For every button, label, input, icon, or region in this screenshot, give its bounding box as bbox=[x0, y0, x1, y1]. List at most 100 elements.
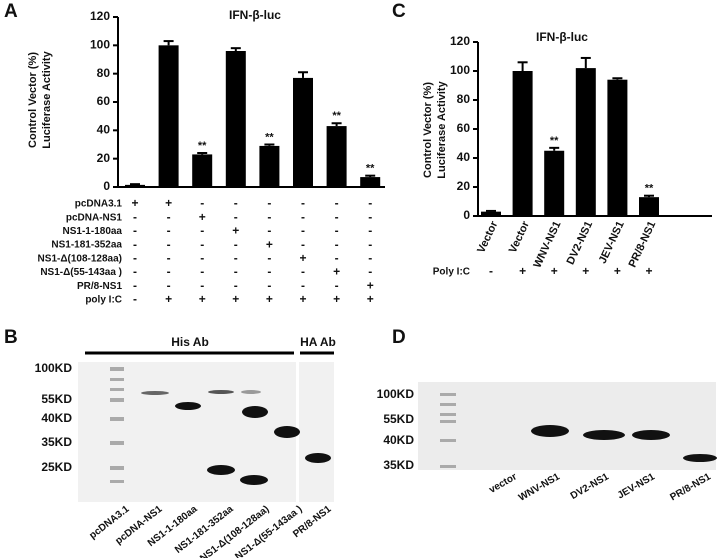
marker-label: 25KD bbox=[41, 460, 72, 474]
panel-label: B bbox=[4, 327, 18, 348]
x-tick-label: Vector bbox=[475, 219, 500, 255]
sign: - bbox=[301, 196, 305, 210]
sign: + bbox=[199, 210, 206, 224]
x-tick-label: JEV-NS1 bbox=[597, 219, 627, 265]
sign: - bbox=[167, 251, 171, 265]
sign: - bbox=[133, 210, 137, 224]
sign: - bbox=[167, 278, 171, 292]
sign: - bbox=[335, 278, 339, 292]
sign: + bbox=[232, 292, 239, 306]
significance: ** bbox=[265, 131, 274, 143]
antibody-label: His Ab bbox=[171, 335, 209, 349]
sign: + bbox=[519, 264, 526, 278]
sign: - bbox=[167, 237, 171, 251]
marker-label: 40KD bbox=[383, 433, 414, 447]
sign: - bbox=[267, 224, 271, 238]
y-tick-label: 40 bbox=[97, 123, 111, 137]
x-tick-label: WNV-NS1 bbox=[531, 219, 563, 270]
bar bbox=[639, 197, 659, 216]
marker-label: 35KD bbox=[41, 435, 72, 449]
bar bbox=[293, 77, 313, 187]
panel-label: C bbox=[392, 1, 406, 22]
sign: - bbox=[368, 251, 372, 265]
sign: - bbox=[234, 278, 238, 292]
y-axis-label: Luciferase Activity bbox=[41, 50, 53, 148]
bar bbox=[481, 211, 501, 216]
sign: - bbox=[301, 210, 305, 224]
y-tick-label: 80 bbox=[97, 66, 111, 80]
sign: - bbox=[335, 237, 339, 251]
sign: - bbox=[234, 196, 238, 210]
sign: - bbox=[301, 237, 305, 251]
sign: - bbox=[167, 224, 171, 238]
sign: - bbox=[167, 210, 171, 224]
sign: + bbox=[131, 196, 138, 210]
sign: + bbox=[165, 292, 172, 306]
sign: - bbox=[368, 210, 372, 224]
sign: - bbox=[234, 210, 238, 224]
y-tick-label: 20 bbox=[457, 179, 471, 193]
sign: - bbox=[133, 237, 137, 251]
sign: - bbox=[200, 278, 204, 292]
chart-title: IFN-β-luc bbox=[536, 30, 588, 44]
sign: - bbox=[301, 278, 305, 292]
marker-label: 55KD bbox=[383, 412, 414, 426]
lane-label: JEV-NS1 bbox=[616, 471, 658, 501]
row-label: poly I:C bbox=[85, 295, 122, 306]
sign: - bbox=[267, 196, 271, 210]
sign: - bbox=[301, 224, 305, 238]
sign: - bbox=[335, 224, 339, 238]
ladder bbox=[110, 367, 124, 483]
marker-label: 100KD bbox=[377, 387, 415, 401]
y-tick-label: 120 bbox=[450, 34, 470, 48]
sign: - bbox=[200, 196, 204, 210]
row-label: NS1-Δ(108-128aa) bbox=[38, 253, 122, 264]
row-label: Poly I:C bbox=[433, 267, 470, 278]
y-tick-label: 120 bbox=[90, 9, 110, 23]
bar bbox=[326, 126, 347, 187]
sign: - bbox=[200, 237, 204, 251]
sign: - bbox=[301, 265, 305, 279]
sign: + bbox=[266, 237, 273, 251]
lane-label: vector bbox=[487, 471, 519, 496]
sign: - bbox=[167, 265, 171, 279]
sign: - bbox=[200, 224, 204, 238]
sign: - bbox=[133, 251, 137, 265]
significance: ** bbox=[332, 110, 341, 122]
y-tick-label: 100 bbox=[90, 38, 110, 52]
ladder bbox=[440, 393, 456, 468]
bar bbox=[575, 68, 596, 216]
sign: - bbox=[267, 251, 271, 265]
y-tick-label: 0 bbox=[463, 208, 470, 222]
sign: + bbox=[232, 224, 239, 238]
sign: - bbox=[234, 265, 238, 279]
row-label: NS1-181-352aa bbox=[51, 240, 122, 251]
marker-label: 40KD bbox=[41, 411, 72, 425]
lane-label: PR/8-NS1 bbox=[668, 471, 713, 503]
y-tick-label: 80 bbox=[457, 92, 471, 106]
sign: - bbox=[133, 278, 137, 292]
sign: - bbox=[133, 265, 137, 279]
antibody-label: HA Ab bbox=[300, 335, 336, 349]
blot-membrane bbox=[418, 382, 716, 470]
bar bbox=[192, 154, 213, 187]
bar bbox=[225, 51, 246, 187]
significance: ** bbox=[550, 135, 559, 147]
significance: ** bbox=[645, 183, 654, 195]
marker-label: 35KD bbox=[383, 458, 414, 472]
blot-bands bbox=[531, 425, 717, 462]
sign: - bbox=[234, 251, 238, 265]
sign: + bbox=[367, 292, 374, 306]
bar bbox=[512, 71, 533, 216]
row-label: pcDNA-NS1 bbox=[66, 212, 123, 223]
sign: - bbox=[335, 196, 339, 210]
sign: - bbox=[368, 224, 372, 238]
sign: - bbox=[200, 251, 204, 265]
sign: - bbox=[267, 278, 271, 292]
sign: + bbox=[266, 292, 273, 306]
sign: - bbox=[133, 292, 137, 306]
y-axis-label: Control Vector (%) bbox=[422, 82, 434, 178]
y-tick-label: 60 bbox=[457, 121, 471, 135]
significance: ** bbox=[198, 140, 207, 152]
